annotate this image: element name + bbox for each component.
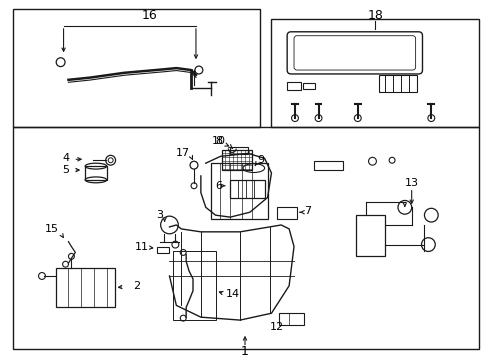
- Text: 6: 6: [215, 181, 222, 191]
- Bar: [286, 82, 300, 90]
- Bar: [56, 268, 114, 307]
- Text: 4: 4: [62, 153, 69, 163]
- Text: 7: 7: [303, 206, 310, 216]
- Bar: [13, 127, 478, 348]
- Text: 17: 17: [176, 148, 190, 158]
- Bar: [157, 247, 169, 253]
- Text: 11: 11: [135, 242, 149, 252]
- Text: 10: 10: [211, 136, 225, 146]
- Bar: [210, 163, 267, 219]
- Bar: [230, 147, 247, 154]
- Text: 2: 2: [133, 281, 141, 291]
- Bar: [222, 150, 251, 170]
- Text: 1: 1: [241, 345, 248, 358]
- Bar: [302, 83, 314, 89]
- Text: 16: 16: [142, 9, 158, 22]
- Bar: [355, 215, 385, 256]
- Text: 18: 18: [366, 9, 383, 22]
- Text: 12: 12: [270, 322, 284, 332]
- Bar: [173, 251, 215, 320]
- Text: 9: 9: [257, 155, 264, 165]
- Bar: [313, 161, 343, 170]
- Text: 5: 5: [62, 165, 69, 175]
- Bar: [230, 180, 264, 198]
- Text: 13: 13: [404, 178, 418, 188]
- Bar: [271, 19, 478, 127]
- Text: 15: 15: [45, 224, 59, 234]
- Bar: [13, 9, 259, 127]
- Bar: [277, 207, 296, 219]
- Text: 8: 8: [215, 136, 222, 146]
- Bar: [279, 313, 303, 325]
- Bar: [85, 166, 106, 180]
- Bar: [379, 75, 416, 91]
- Text: 3: 3: [156, 210, 163, 220]
- Text: 14: 14: [225, 289, 239, 299]
